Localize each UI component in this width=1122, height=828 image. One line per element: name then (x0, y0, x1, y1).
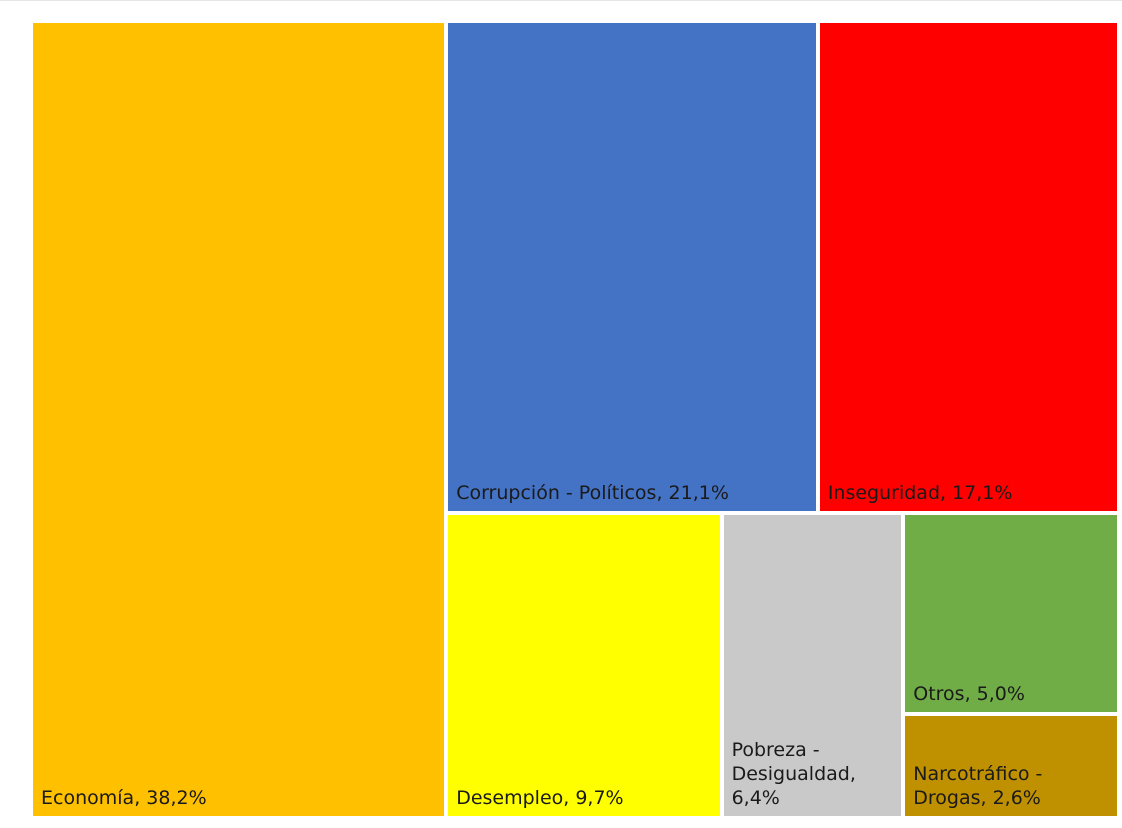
tile: Narcotráfico - Drogas, 2,6% (903, 713, 1119, 818)
value-label: , 6,4% (731, 762, 856, 809)
category-name: Economía (41, 787, 135, 809)
tile: Inseguridad, 17,1% (817, 21, 1119, 513)
category-name: Desempleo (456, 786, 564, 809)
tile-label: Corrupción - Políticos, 21,1% (456, 481, 810, 505)
category-name: Pobreza - Desigualdad (731, 738, 850, 785)
category-name: Narcotráfico - Drogas (913, 762, 1043, 809)
category-name: Corrupción - Políticos (456, 481, 657, 504)
tile-label: Desempleo, 9,7% (456, 786, 713, 810)
category-name: Inseguridad (827, 481, 941, 504)
value-label: , 21,1% (656, 481, 729, 504)
category-name: Otros (913, 682, 965, 705)
value-label: , 38,2% (134, 787, 207, 809)
value-label: , 2,6% (980, 786, 1041, 809)
tile-label: Otros, 5,0% (913, 682, 1111, 706)
tile-label: Inseguridad, 17,1% (828, 481, 1111, 505)
value-label: , 9,7% (563, 786, 624, 809)
tile-label: Economía, 38,2% (41, 786, 438, 810)
tile: Pobreza - Desigualdad, 6,4% (721, 512, 904, 818)
tile-label: Narcotráfico - Drogas, 2,6% (913, 762, 1111, 810)
tile: Otros, 5,0% (903, 512, 1119, 714)
tile-label: Pobreza - Desigualdad, 6,4% (732, 738, 896, 810)
value-label: , 5,0% (964, 682, 1025, 705)
tile: Desempleo, 9,7% (446, 512, 722, 818)
value-label: , 17,1% (940, 481, 1013, 504)
tile: Economía, 38,2% (31, 21, 447, 818)
tile: Corrupción - Políticos, 21,1% (446, 21, 818, 513)
